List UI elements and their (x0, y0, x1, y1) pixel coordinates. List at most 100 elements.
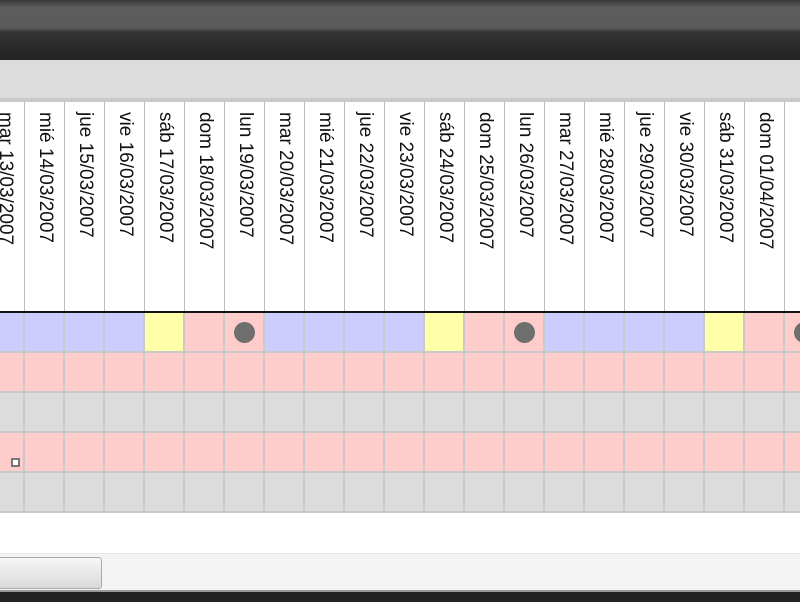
schedule-cell[interactable] (625, 393, 665, 433)
schedule-cell[interactable] (585, 353, 625, 393)
day-header[interactable]: vie 30/03/2007 (665, 101, 705, 312)
schedule-cell[interactable] (25, 433, 65, 473)
day-header[interactable]: mar 27/03/2007 (545, 101, 585, 312)
schedule-cell[interactable] (425, 393, 465, 433)
schedule-cell[interactable] (665, 393, 705, 433)
schedule-cell[interactable] (745, 353, 785, 393)
day-type-cell[interactable] (705, 313, 745, 353)
day-header[interactable]: lun 02/04/2007 (785, 101, 800, 312)
schedule-cell[interactable] (265, 393, 305, 433)
schedule-cell[interactable] (585, 393, 625, 433)
day-type-cell[interactable] (385, 313, 425, 353)
schedule-cell[interactable] (185, 393, 225, 433)
schedule-cell[interactable] (505, 353, 545, 393)
schedule-cell[interactable] (105, 473, 145, 513)
schedule-cell[interactable] (25, 353, 65, 393)
schedule-cell[interactable] (465, 353, 505, 393)
day-header[interactable]: jue 22/03/2007 (345, 101, 385, 312)
schedule-cell[interactable] (625, 433, 665, 473)
schedule-cell[interactable] (705, 393, 745, 433)
day-header[interactable]: lun 19/03/2007 (225, 101, 265, 312)
schedule-cell[interactable] (665, 473, 705, 513)
schedule-cell[interactable] (545, 433, 585, 473)
schedule-cell[interactable] (385, 353, 425, 393)
schedule-cell[interactable] (145, 473, 185, 513)
schedule-cell[interactable] (265, 353, 305, 393)
day-type-cell[interactable] (545, 313, 585, 353)
schedule-cell[interactable] (785, 473, 800, 513)
day-type-cell[interactable] (65, 313, 105, 353)
day-type-cell[interactable] (225, 313, 265, 353)
schedule-cell[interactable] (745, 433, 785, 473)
schedule-cell[interactable] (465, 473, 505, 513)
schedule-cell[interactable] (65, 393, 105, 433)
day-type-cell[interactable] (0, 313, 25, 353)
day-type-cell[interactable] (25, 313, 65, 353)
schedule-cell[interactable] (465, 433, 505, 473)
schedule-cell[interactable] (785, 393, 800, 433)
day-header[interactable]: jue 15/03/2007 (65, 101, 105, 312)
schedule-cell[interactable] (385, 393, 425, 433)
schedule-cell[interactable] (505, 433, 545, 473)
schedule-cell[interactable] (505, 393, 545, 433)
day-header[interactable]: jue 29/03/2007 (625, 101, 665, 312)
schedule-cell[interactable] (345, 473, 385, 513)
schedule-cell[interactable] (585, 473, 625, 513)
schedule-cell[interactable] (105, 353, 145, 393)
schedule-cell[interactable] (105, 393, 145, 433)
schedule-cell[interactable] (705, 473, 745, 513)
schedule-cell[interactable] (145, 433, 185, 473)
schedule-cell[interactable] (265, 433, 305, 473)
scrollbar-thumb[interactable] (0, 557, 102, 589)
day-type-cell[interactable] (465, 313, 505, 353)
day-type-cell[interactable] (105, 313, 145, 353)
day-type-cell[interactable] (145, 313, 185, 353)
day-header[interactable]: vie 23/03/2007 (385, 101, 425, 312)
schedule-cell[interactable] (665, 353, 705, 393)
schedule-cell[interactable] (225, 353, 265, 393)
day-header[interactable]: sáb 24/03/2007 (425, 101, 465, 312)
schedule-cell[interactable] (185, 473, 225, 513)
schedule-cell[interactable] (785, 433, 800, 473)
day-type-cell[interactable] (505, 313, 545, 353)
day-header[interactable]: dom 01/04/2007 (745, 101, 785, 312)
schedule-cell[interactable] (385, 433, 425, 473)
schedule-cell[interactable] (665, 433, 705, 473)
schedule-cell[interactable] (305, 473, 345, 513)
day-header[interactable]: vie 16/03/2007 (105, 101, 145, 312)
schedule-cell[interactable] (625, 353, 665, 393)
day-header[interactable]: mar 20/03/2007 (265, 101, 305, 312)
day-type-cell[interactable] (345, 313, 385, 353)
schedule-cell[interactable] (145, 353, 185, 393)
schedule-cell[interactable] (25, 393, 65, 433)
day-header[interactable]: lun 26/03/2007 (505, 101, 545, 312)
schedule-cell[interactable] (0, 353, 25, 393)
schedule-cell[interactable] (145, 393, 185, 433)
day-type-cell[interactable] (665, 313, 705, 353)
schedule-cell[interactable] (545, 393, 585, 433)
schedule-cell[interactable] (305, 393, 345, 433)
schedule-cell[interactable] (425, 433, 465, 473)
day-type-cell[interactable] (785, 313, 800, 353)
schedule-cell[interactable] (785, 353, 800, 393)
day-header[interactable]: mié 28/03/2007 (585, 101, 625, 312)
day-header[interactable]: mié 14/03/2007 (25, 101, 65, 312)
schedule-cell[interactable] (225, 433, 265, 473)
schedule-cell[interactable] (305, 433, 345, 473)
schedule-cell[interactable] (745, 393, 785, 433)
day-header[interactable]: sáb 31/03/2007 (705, 101, 745, 312)
schedule-cell[interactable] (225, 393, 265, 433)
day-type-cell[interactable] (585, 313, 625, 353)
schedule-cell[interactable] (425, 353, 465, 393)
schedule-cell[interactable] (305, 353, 345, 393)
day-type-cell[interactable] (425, 313, 465, 353)
schedule-cell[interactable] (385, 473, 425, 513)
day-type-cell[interactable] (185, 313, 225, 353)
schedule-cell[interactable] (225, 473, 265, 513)
schedule-cell[interactable] (705, 433, 745, 473)
day-type-cell[interactable] (625, 313, 665, 353)
schedule-cell[interactable] (0, 393, 25, 433)
day-header[interactable]: dom 25/03/2007 (465, 101, 505, 312)
schedule-cell[interactable] (465, 393, 505, 433)
schedule-cell[interactable] (745, 473, 785, 513)
